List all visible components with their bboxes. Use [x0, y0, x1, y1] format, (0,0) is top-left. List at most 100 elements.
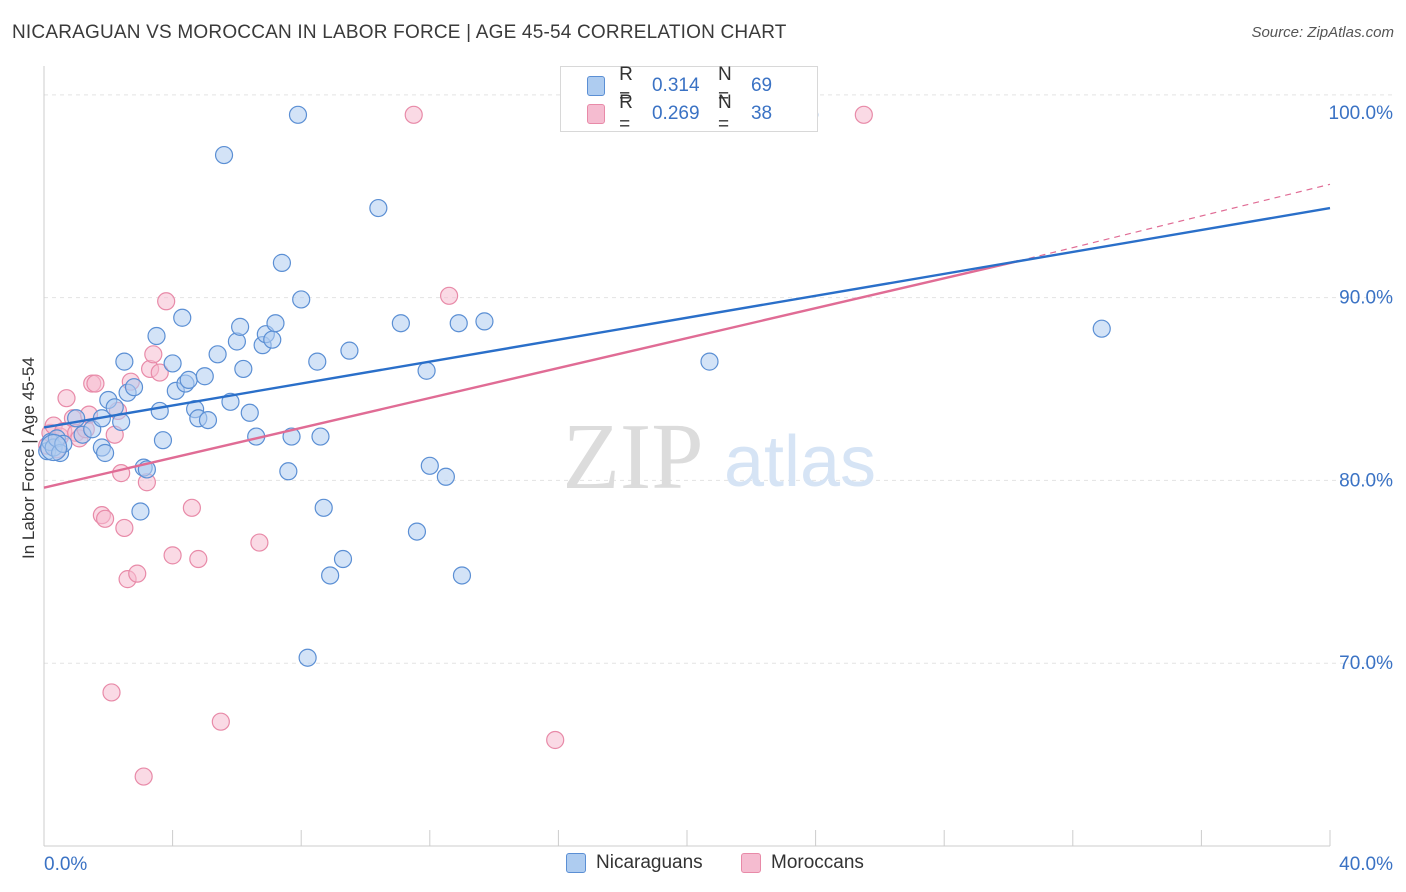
moroccan-point — [163, 546, 182, 565]
nicaraguan-point — [195, 367, 214, 386]
legend-r-label: R = — [619, 64, 633, 107]
nicaraguan-point — [163, 354, 182, 373]
nicaraguan-point — [340, 341, 359, 360]
legend-r-value: 0.314 — [651, 75, 700, 96]
moroccan-point — [404, 105, 423, 124]
nicaraguan-point — [221, 392, 240, 411]
moroccan-trend-extension — [1018, 183, 1331, 262]
moroccan-point — [182, 498, 201, 517]
nicaraguan-point — [179, 370, 198, 389]
nicaraguan-point — [391, 314, 410, 333]
nicaraguan-point — [279, 462, 298, 481]
nicaraguan-point — [231, 317, 250, 336]
chart-title: NICARAGUAN VS MOROCCAN IN LABOR FORCE | … — [12, 22, 787, 43]
watermark: ZIP atlas — [563, 405, 877, 509]
nicaraguan-point — [131, 502, 150, 521]
nicaraguan-point — [40, 433, 68, 462]
nicaraguan-point — [321, 566, 340, 585]
moroccan-point — [95, 509, 115, 528]
nicaraguan-point — [95, 443, 115, 463]
moroccan-point — [157, 292, 176, 311]
moroccan-point — [128, 564, 147, 583]
nicaraguan-point — [452, 566, 472, 585]
nicaraguan-point — [369, 198, 388, 218]
moroccan-point — [250, 533, 269, 552]
nicaraguan-point — [475, 312, 494, 331]
nicaraguan-point — [263, 330, 282, 349]
y-tick-label: 100.0% — [1329, 103, 1394, 124]
moroccan-point — [102, 683, 121, 702]
y-tick-label: 70.0% — [1339, 653, 1393, 674]
nicaraguan-point — [54, 434, 73, 453]
nicaraguan-point — [115, 352, 134, 371]
legend-row-moroccans: R = 0.269 N = 38 — [587, 92, 817, 135]
legend-r-label: R = — [619, 92, 633, 135]
moroccan-point — [57, 389, 76, 408]
y-tick-labels: 70.0% 80.0% 90.0% 100.0% — [1329, 103, 1394, 674]
legend-swatch-nicaraguans — [566, 853, 586, 873]
nicaraguan-point — [417, 361, 436, 380]
legend-label-nicaraguans: Nicaraguans — [596, 852, 703, 873]
y-axis-label: In Labor Force | Age 45-54 — [19, 357, 38, 559]
nicaraguan-point — [147, 326, 166, 346]
moroccan-trend-line — [43, 259, 1019, 489]
x-tick-labels: 0.0% 40.0% — [44, 854, 1393, 875]
legend-n-label: N = — [718, 92, 732, 135]
x-tick-label: 40.0% — [1339, 854, 1393, 875]
nicaraguan-point — [173, 308, 192, 327]
legend-swatch-moroccans — [587, 104, 606, 124]
legend-n-label: N = — [718, 64, 732, 107]
legend-item-nicaraguans[interactable]: Nicaraguans — [566, 852, 703, 874]
watermark-zip: ZIP — [563, 405, 704, 509]
nicaraguan-point — [208, 345, 227, 364]
moroccan-point — [115, 518, 134, 538]
moroccan-point — [134, 767, 153, 786]
legend-item-moroccans[interactable]: Moroccans — [741, 852, 864, 874]
nicaraguan-point — [153, 431, 173, 450]
moroccan-point — [86, 374, 105, 393]
watermark-atlas: atlas — [724, 422, 876, 502]
moroccan-point — [854, 105, 873, 124]
y-tick-label: 80.0% — [1339, 470, 1393, 491]
moroccan-point — [546, 730, 565, 750]
nicaraguan-point — [214, 145, 234, 165]
nicaraguan-point — [333, 549, 353, 569]
nicaraguan-point — [150, 401, 169, 421]
nicaraguan-point — [198, 410, 218, 430]
moroccan-point — [439, 286, 459, 305]
moroccan-point — [189, 549, 208, 569]
nicaraguan-point — [436, 467, 455, 486]
legend-label-moroccans: Moroccans — [771, 852, 864, 873]
nicaraguan-point — [292, 290, 311, 309]
nicaraguan-point — [240, 403, 259, 422]
nicaraguan-point — [449, 314, 468, 333]
grid-lines — [44, 94, 1392, 664]
series-nicaraguans — [38, 105, 1111, 667]
nicaraguan-point — [311, 427, 330, 446]
moroccan-point — [211, 712, 230, 731]
nicaraguan-point — [420, 456, 439, 475]
moroccan-point — [150, 363, 169, 382]
legend-n-value: 69 — [750, 75, 773, 96]
nicaraguan-point — [124, 378, 144, 397]
nicaraguan-point — [407, 522, 427, 541]
correlation-legend: R = 0.314 N = 69 R = 0.269 N = 38 — [560, 64, 818, 135]
moroccan-point — [112, 464, 131, 483]
trend-lines — [43, 183, 1331, 489]
nicaraguan-point — [272, 253, 292, 272]
nicaraguan-point — [308, 352, 327, 371]
x-tick-label: 0.0% — [44, 854, 87, 875]
nicaraguan-point — [266, 314, 285, 333]
nicaraguan-point — [298, 648, 317, 667]
legend-r-value: 0.269 — [651, 103, 700, 124]
nicaraguan-point — [314, 498, 333, 517]
nicaraguan-point — [1092, 319, 1111, 338]
legend-swatch-nicaraguans — [587, 76, 606, 96]
legend-swatch-moroccans — [741, 853, 761, 873]
nicaraguan-point — [288, 105, 308, 124]
legend-row-nicaraguans: R = 0.314 N = 69 — [587, 64, 817, 107]
nicaraguan-point — [700, 352, 719, 371]
series-legend: Nicaraguans Moroccans — [0, 852, 1406, 878]
nicaraguan-trend-line — [43, 206, 1331, 429]
